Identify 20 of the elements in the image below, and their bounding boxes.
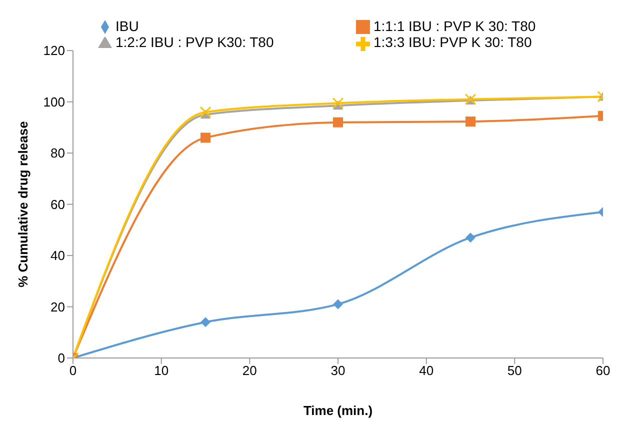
x-tick-label: 0	[69, 363, 77, 378]
legend-label: IBU	[116, 18, 140, 34]
legend-label: 1:3:3 IBU: PVP K 30: T80	[374, 34, 533, 50]
x-tick-label: 40	[419, 363, 434, 378]
y-tick-label: 40	[50, 248, 65, 264]
x-axis-title: Time (min.)	[303, 403, 373, 418]
y-tick-label: 60	[50, 196, 65, 212]
y-axis-title: % Cumulative drug release	[16, 121, 31, 288]
x-tick-label: 30	[330, 363, 346, 378]
x-tick-label: 10	[154, 363, 169, 378]
legend-label: 1:1:1 IBU : PVP K 30: T80	[374, 18, 537, 34]
y-tick-label: 120	[43, 43, 65, 58]
x-tick-label: 60	[596, 363, 610, 378]
x-tick-label: 20	[242, 363, 257, 378]
y-tick-label: 0	[58, 350, 65, 366]
x-tick-label: 50	[507, 363, 522, 378]
y-tick-label: 20	[50, 299, 65, 314]
y-tick-label: 80	[50, 146, 65, 161]
y-tick-label: 100	[43, 94, 65, 110]
legend-label: 1:2:2 IBU : PVP K30: T80	[116, 34, 275, 50]
